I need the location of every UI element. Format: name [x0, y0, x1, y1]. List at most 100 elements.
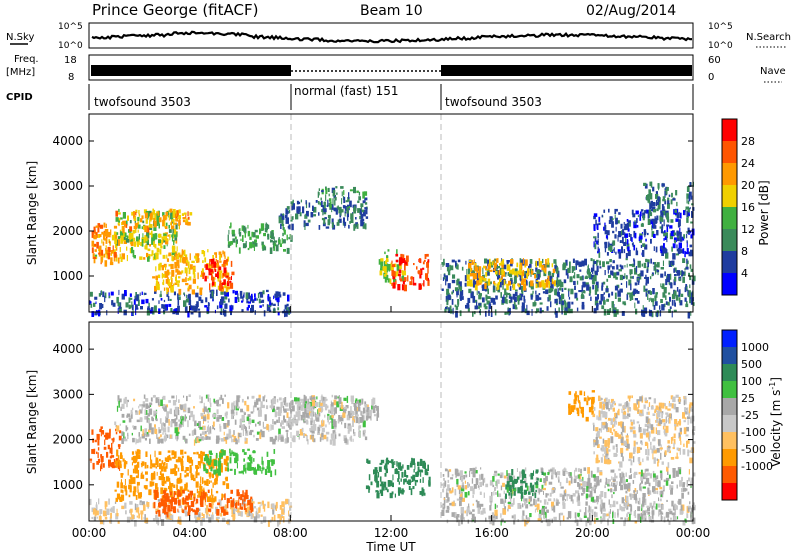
heatmap-cell: [213, 469, 217, 475]
heatmap-cell: [217, 458, 220, 464]
heatmap-cell: [537, 506, 539, 513]
heatmap-cell: [144, 212, 148, 219]
heatmap-cell: [597, 246, 599, 252]
heatmap-cell: [648, 482, 651, 487]
heatmap-cell: [248, 510, 251, 517]
heatmap-cell: [395, 280, 397, 285]
heatmap-cell: [562, 495, 565, 500]
heatmap-cell: [599, 260, 601, 266]
heatmap-cell: [283, 419, 287, 423]
heatmap-cell: [534, 300, 536, 304]
heatmap-cell: [254, 293, 256, 298]
heatmap-cell: [635, 247, 638, 251]
heatmap-cell: [127, 432, 129, 436]
heatmap-cell: [583, 487, 585, 494]
heatmap-cell: [230, 311, 232, 316]
heatmap-cell: [618, 468, 621, 471]
heatmap-cell: [526, 274, 529, 277]
heatmap-cell: [130, 477, 133, 484]
heatmap-cell: [526, 310, 530, 316]
heatmap-cell: [446, 264, 450, 272]
heatmap-cell: [147, 505, 149, 509]
heatmap-cell: [139, 292, 141, 296]
heatmap-cell: [280, 422, 282, 427]
heatmap-cell: [574, 272, 576, 279]
heatmap-cell: [445, 306, 448, 310]
heatmap-cell: [165, 278, 169, 284]
heatmap-cell: [101, 430, 104, 433]
heatmap-cell: [635, 250, 639, 256]
heatmap-cell: [550, 469, 553, 472]
heatmap-cell: [568, 290, 570, 297]
heatmap-cell: [564, 300, 567, 308]
heatmap-cell: [493, 491, 495, 496]
heatmap-cell: [106, 508, 110, 515]
heatmap-cell: [189, 212, 193, 216]
heatmap-cell: [506, 283, 509, 291]
heatmap-cell: [129, 220, 132, 224]
heatmap-cell: [348, 425, 352, 432]
heatmap-cell: [521, 305, 525, 313]
heatmap-cell: [246, 416, 250, 421]
heatmap-cell: [625, 275, 628, 280]
heatmap-cell: [643, 229, 647, 236]
heatmap-cell: [290, 409, 293, 414]
heatmap-cell: [142, 239, 145, 244]
heatmap-cell: [172, 456, 176, 459]
heatmap-cell: [316, 396, 318, 400]
heatmap-cell: [209, 259, 211, 266]
heatmap-cell: [125, 220, 128, 226]
heatmap-cell: [614, 234, 617, 239]
heatmap-cell: [248, 511, 252, 517]
heatmap-cell: [193, 439, 196, 446]
heatmap-cell: [110, 257, 113, 263]
heatmap-cell: [153, 241, 155, 247]
heatmap-cell: [411, 276, 413, 282]
heatmap-cell: [94, 311, 98, 316]
heatmap-cell: [603, 299, 606, 305]
heatmap-cell: [124, 232, 127, 237]
heatmap-cell: [593, 241, 595, 248]
heatmap-cell: [317, 409, 319, 415]
heatmap-cell: [294, 397, 298, 402]
heatmap-cell: [520, 504, 522, 509]
heatmap-cell: [164, 493, 167, 496]
heatmap-cell: [206, 462, 210, 466]
heatmap-cell: [599, 478, 602, 483]
heatmap-cell: [103, 463, 105, 468]
heatmap-cell: [105, 238, 108, 244]
heatmap-cell: [163, 233, 167, 236]
heatmap-cell: [352, 420, 354, 427]
heatmap-cell: [479, 277, 483, 284]
heatmap-cell: [155, 511, 158, 515]
heatmap-cell: [91, 240, 95, 247]
heatmap-cell: [566, 517, 569, 520]
heatmap-cell: [177, 516, 180, 522]
heatmap-cell: [643, 262, 647, 269]
heatmap-cell: [335, 434, 337, 439]
heatmap-cell: [459, 290, 464, 296]
heatmap-cell: [421, 490, 424, 497]
heatmap-cell: [138, 299, 140, 306]
heatmap-cell: [676, 235, 680, 242]
heatmap-cell: [633, 230, 636, 238]
colorbar-swatch: [722, 185, 737, 207]
heatmap-cell: [341, 198, 343, 205]
heatmap-cell: [469, 486, 474, 492]
heatmap-cell: [509, 296, 513, 299]
heatmap-cell: [277, 311, 280, 316]
heatmap-cell: [466, 274, 470, 280]
heatmap-cell: [97, 458, 100, 463]
heatmap-cell: [671, 260, 675, 266]
heatmap-cell: [137, 229, 139, 233]
heatmap-cell: [580, 483, 584, 486]
heatmap-cell: [580, 295, 585, 299]
heatmap-cell: [675, 470, 679, 477]
heatmap-cell: [568, 480, 571, 486]
heatmap-cell: [264, 414, 267, 421]
heatmap-cell: [220, 438, 225, 442]
heatmap-cell: [293, 414, 297, 422]
heatmap-cell: [495, 258, 499, 263]
heatmap-cell: [204, 275, 207, 282]
heatmap-cell: [286, 307, 289, 311]
